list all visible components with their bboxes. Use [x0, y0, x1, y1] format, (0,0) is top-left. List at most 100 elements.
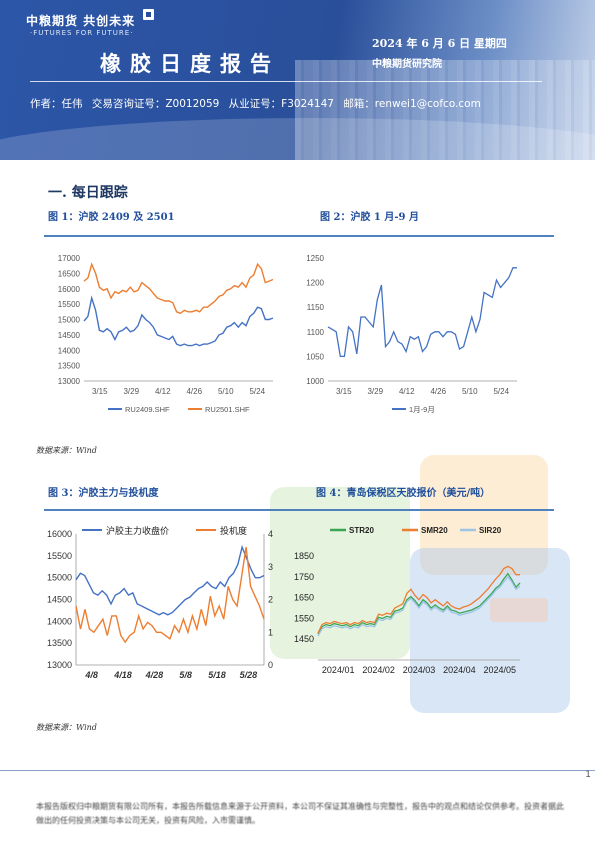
y-tick-label: 13500 [58, 362, 81, 371]
x-tick-label: 5/18 [208, 670, 226, 680]
x-tick-label: 2024/01 [322, 665, 355, 675]
y-tick-label: 13500 [47, 638, 72, 648]
x-tick-label: 5/10 [462, 387, 478, 396]
x-tick-label: 2024/02 [362, 665, 395, 675]
y-tick-label: 14500 [47, 595, 72, 605]
y2-tick-label: 0 [268, 660, 273, 670]
series-line-0 [75, 544, 265, 616]
chart-qingdao-bonded-prices: 1450 1550 1650 1750 1850 2024/01 2024/02 2024/0… [294, 526, 521, 675]
series-line-2 [317, 575, 521, 637]
x-tick-label: 2024/03 [403, 665, 436, 675]
chart-main-and-speculation: 13000 13500 14000 14500 15000 15500 16000 0 1 2 3 4… [47, 525, 273, 680]
company-logo-text: 中粮期货 共创未来 [26, 14, 136, 28]
legend-label-0: STR20 [349, 526, 374, 535]
y-tick-label: 1050 [306, 352, 324, 361]
y2-tick-label: 2 [268, 595, 273, 605]
y-tick-label: 1850 [294, 551, 314, 561]
x-tick-label: 3/15 [336, 387, 352, 396]
y-tick-label: 14500 [58, 331, 81, 340]
legend-label-1: SMR20 [421, 526, 448, 535]
y-tick-label: 1200 [306, 279, 324, 288]
y-tick-label: 14000 [58, 346, 81, 355]
author-email[interactable]: 邮箱：renwei1@cofco.com [343, 98, 481, 110]
y2-tick-label: 3 [268, 562, 273, 572]
city-skyline-graphic [295, 60, 595, 160]
x-tick-label: 5/28 [240, 670, 258, 680]
y-tick-label: 16000 [47, 529, 72, 539]
y2-tick-label: 1 [268, 627, 273, 637]
x-tick-label: 2024/05 [484, 665, 517, 675]
legend-label-0: RU2409.SHF [125, 405, 170, 414]
report-title: 橡胶日度报告 [100, 51, 280, 76]
y-tick-label: 17000 [58, 254, 81, 263]
y-tick-label: 1000 [306, 377, 324, 386]
x-tick-label: 5/24 [249, 387, 265, 396]
x-tick-label: 3/29 [367, 387, 383, 396]
x-tick-label: 4/26 [430, 387, 446, 396]
report-date: 2024 年 6 月 6 日 星期四 [372, 37, 507, 50]
y-tick-label: 13000 [58, 377, 81, 386]
legend-label-2: SIR20 [479, 526, 502, 535]
y-tick-label: 13000 [47, 660, 72, 670]
x-tick-label: 4/8 [84, 670, 98, 680]
series-line-0 [83, 295, 274, 347]
legend-label-0: 1月-9月 [409, 405, 435, 414]
y-tick-label: 1250 [306, 254, 324, 263]
x-tick-label: 5/8 [179, 670, 192, 680]
y-tick-label: 15000 [47, 573, 72, 583]
series-line-0 [317, 572, 521, 635]
legend-label-1: RU2501.SHF [205, 405, 250, 414]
x-tick-label: 4/12 [155, 387, 171, 396]
y-tick-label: 16500 [58, 269, 81, 278]
y-tick-label: 1450 [294, 634, 314, 644]
legend-label-1: 投机度 [220, 525, 247, 536]
x-tick-label: 5/24 [493, 387, 509, 396]
section-heading: 一. 每日跟踪 [48, 185, 128, 201]
y-tick-label: 1750 [294, 572, 314, 582]
fig4-title: 图 4：青岛保税区天胶报价（美元/吨） [316, 488, 491, 499]
y-tick-label: 1100 [307, 328, 325, 337]
company-slogan: ·FUTURES FOR FUTURE· [30, 29, 134, 37]
banner-swoosh [0, 118, 595, 160]
author-info: 作者：任伟 交易咨询证号：Z0012059 从业证号：F3024147 邮箱：r… [30, 96, 487, 111]
trading-license: 交易咨询证号：Z0012059 [91, 98, 220, 110]
decor-block-orange [420, 455, 548, 575]
fig-row2-rule [44, 509, 554, 511]
decor-block-blue [410, 548, 570, 713]
data-source-top: 数据来源：Wind [36, 446, 97, 455]
company-logo-icon [143, 9, 154, 20]
y-tick-label: 14000 [47, 616, 72, 626]
chart-ru2409-ru2501: 13000 13500 14000 14500 15000 15500 16000 16500… [58, 254, 274, 414]
series-line-1 [83, 262, 274, 315]
x-tick-label: 4/12 [399, 387, 415, 396]
x-tick-label: 2024/04 [443, 665, 476, 675]
fig1-title: 图 1：沪胶 2409 及 2501 [48, 212, 175, 223]
y-tick-label: 16000 [58, 285, 81, 294]
x-tick-label: 3/15 [92, 387, 108, 396]
page-number: 1 [585, 770, 591, 780]
fig2-title: 图 2：沪胶 1 月-9 月 [320, 212, 419, 223]
x-tick-label: 4/18 [113, 670, 132, 680]
y2-tick-label: 4 [268, 529, 273, 539]
decor-block-green [270, 487, 410, 659]
series-line-1 [317, 565, 520, 634]
fig-row1-rule [44, 235, 554, 237]
header-banner: 中粮期货 共创未来 ·FUTURES FOR FUTURE· 橡胶日度报告 20… [0, 0, 595, 160]
data-source-bottom: 数据来源：Wind [36, 723, 97, 732]
practice-license: 从业证号：F3024147 [228, 98, 334, 110]
y-tick-label: 1150 [307, 303, 325, 312]
x-tick-label: 5/10 [218, 387, 234, 396]
x-tick-label: 4/28 [145, 670, 164, 680]
x-tick-label: 3/29 [123, 387, 139, 396]
banner-divider [30, 81, 542, 82]
x-tick-label: 4/26 [186, 387, 202, 396]
series-line-1 [75, 546, 265, 644]
fig3-title: 图 3：沪胶主力与投机度 [48, 488, 159, 499]
y-tick-label: 15500 [58, 300, 81, 309]
y-tick-label: 15500 [47, 551, 72, 561]
legend-label-0: 沪胶主力收盘价 [106, 525, 169, 536]
decor-block-peach [490, 598, 548, 622]
series-line-0 [327, 267, 517, 358]
author-name: 作者：任伟 [30, 98, 83, 110]
y-tick-label: 15000 [58, 316, 81, 325]
